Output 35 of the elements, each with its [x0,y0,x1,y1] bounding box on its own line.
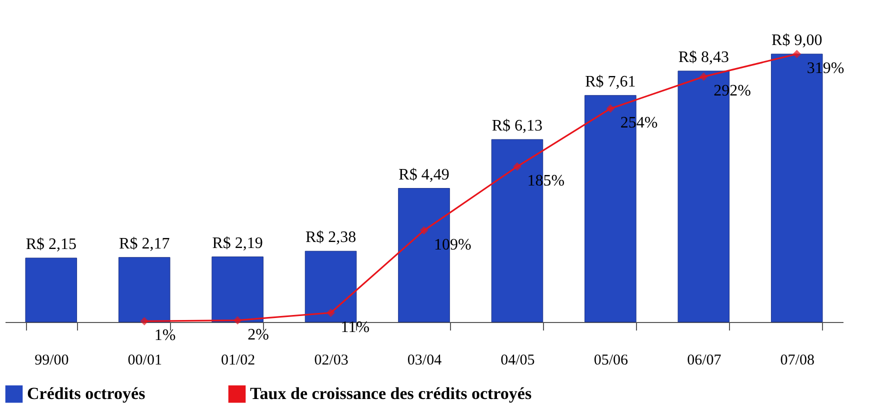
data-label: 11% [340,318,370,336]
x-tick-label: 06/07 [687,352,722,368]
data-label: 2% [248,326,269,344]
point [513,162,522,171]
data-label: R$ 6,13 [492,117,543,134]
bar [304,250,357,322]
point [792,50,802,58]
x-tick-label: 01/02 [220,352,256,368]
bar [212,256,264,322]
point [233,316,242,325]
point [140,316,149,326]
point [420,226,428,235]
data-label: R$ 8,43 [678,48,729,66]
bar [25,258,78,322]
x-tick-label: 03/04 [407,352,442,368]
bar [118,257,170,322]
data-label: R$ 4,49 [398,166,450,184]
data-label: R$ 2,38 [305,229,356,246]
x-tick-label: 04/05 [500,352,535,368]
legend-label: Taux de croissance des crédits octroyés [250,384,532,404]
x-tick-label: 99/00 [34,352,69,368]
data-label: R$ 7,61 [585,73,636,90]
point [606,104,615,113]
data-label: R$ 9,00 [772,32,822,49]
point [699,72,708,81]
data-label: R$ 2,19 [212,234,263,252]
x-tick-label: 02/03 [314,352,348,368]
point [326,308,335,317]
data-label: R$ 2,17 [119,235,170,252]
x-tick-label: 05/06 [594,352,629,368]
data-label: R$ 2,15 [26,236,76,253]
x-tick-label: 07/08 [780,352,814,368]
data-label: 1% [154,327,176,344]
legend-label: Crédits octroyés [27,384,146,404]
x-tick-label: 00/01 [128,352,162,368]
